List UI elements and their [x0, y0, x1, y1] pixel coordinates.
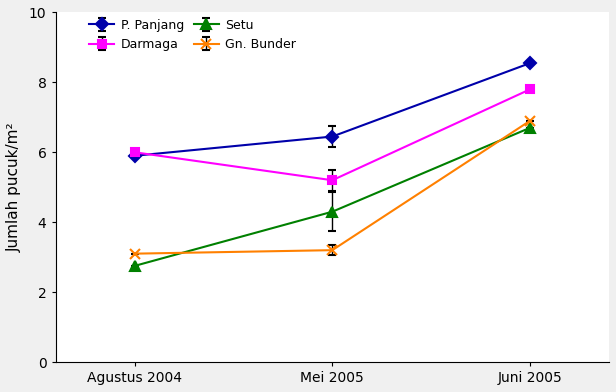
Y-axis label: Jumlah pucuk/m²: Jumlah pucuk/m²: [7, 122, 22, 252]
Legend: P. Panjang, Darmaga, Setu, Gn. Bunder: P. Panjang, Darmaga, Setu, Gn. Bunder: [89, 19, 296, 51]
